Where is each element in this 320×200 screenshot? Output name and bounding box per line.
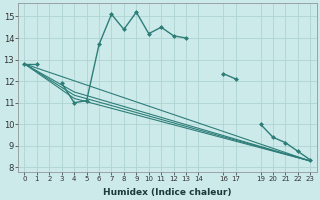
- X-axis label: Humidex (Indice chaleur): Humidex (Indice chaleur): [103, 188, 232, 197]
